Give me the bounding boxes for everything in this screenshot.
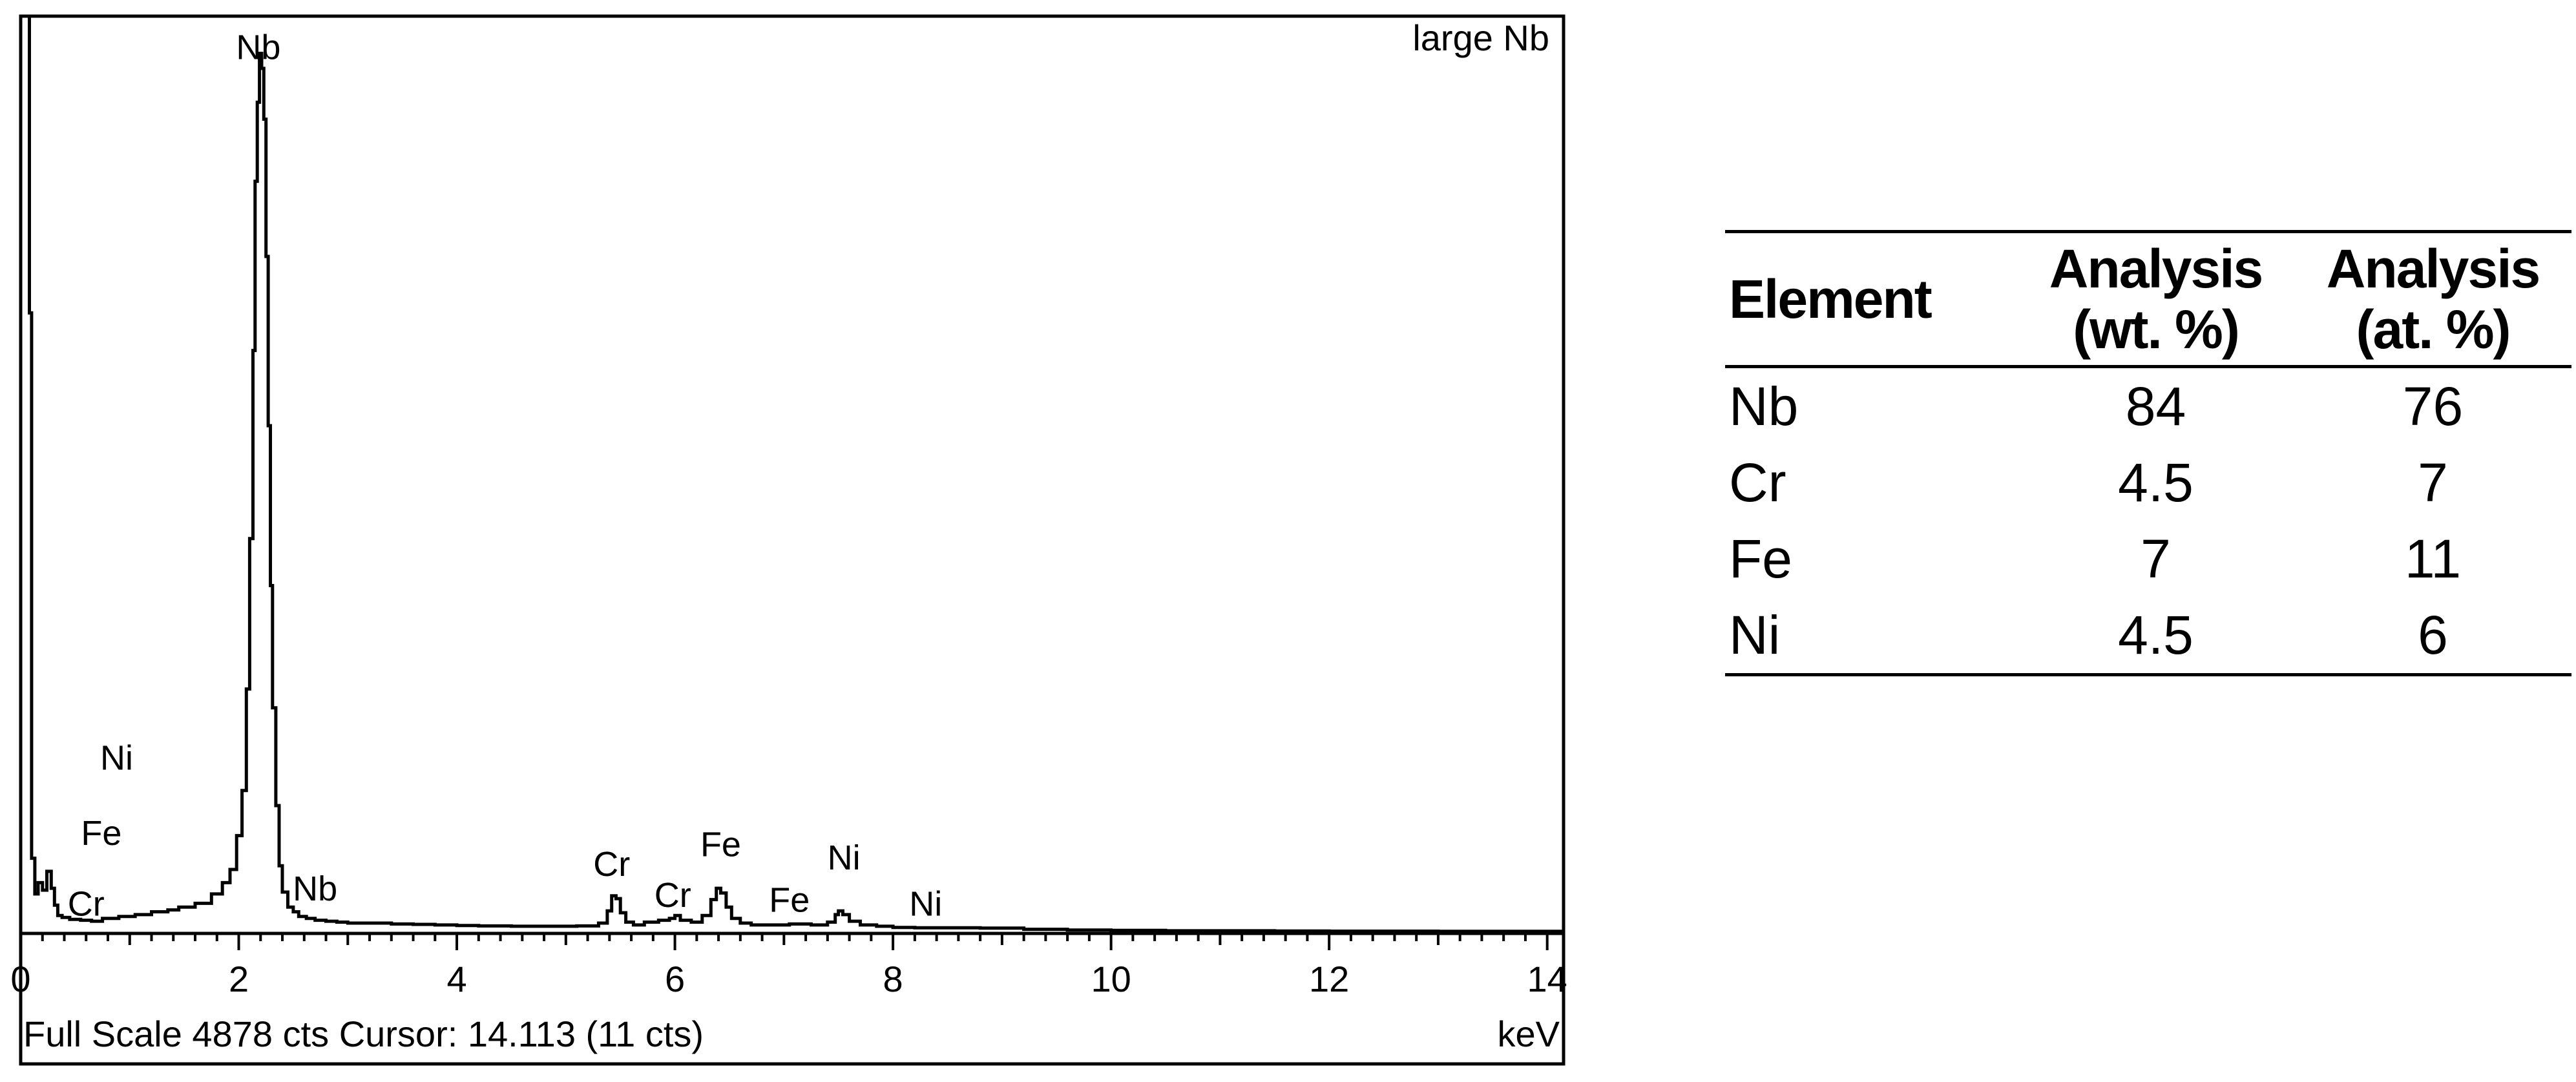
table-row: Ni 4.5 6 <box>1725 597 2571 675</box>
cell-at: 76 <box>2402 376 2464 437</box>
x-tick-label: 10 <box>1091 959 1131 999</box>
cell-element: Fe <box>1729 528 1793 589</box>
x-tick-label: 4 <box>446 959 466 999</box>
peak-label: Ni <box>909 884 942 923</box>
table-header-row: Element Analysis (wt. %) Analysis (at. %… <box>1725 231 2571 367</box>
cell-at: 7 <box>2418 452 2448 513</box>
table-row: Cr 4.5 7 <box>1725 444 2571 521</box>
cell-element: Cr <box>1729 452 1786 513</box>
x-axis-tick-labels: 0 2 4 6 8 10 12 14 <box>10 959 1567 999</box>
peak-label: Nb <box>236 28 280 67</box>
peak-label: Fe <box>769 881 810 920</box>
x-axis-unit-label: keV <box>1498 1014 1560 1054</box>
composition-table: Element Analysis (wt. %) Analysis (at. %… <box>1725 230 2571 676</box>
x-tick-label: 2 <box>229 959 249 999</box>
x-axis-ticks <box>19 933 1549 950</box>
peak-label: Cr <box>593 845 630 884</box>
chart-frame <box>19 14 1565 1066</box>
header-element: Element <box>1729 269 1932 329</box>
cell-wt: 4.5 <box>2118 605 2194 665</box>
cell-at: 11 <box>2404 528 2462 589</box>
cell-wt: 84 <box>2125 376 2186 437</box>
table-row: Nb 84 76 <box>1725 367 2571 445</box>
header-at-line2: (at. %) <box>2356 299 2511 360</box>
x-tick-label: 8 <box>883 959 903 999</box>
eds-spectrum-panel: 0 2 4 6 8 10 12 14 Nb Ni Fe Cr Nb Cr Cr Fe Fe Ni Ni large… <box>10 14 1567 1066</box>
header-wt-line2: (wt. %) <box>2073 299 2240 360</box>
header-at-percent: Analysis (at. %) <box>2294 232 2571 367</box>
header-at-line1: Analysis <box>2326 238 2541 299</box>
peak-label: Cr <box>654 876 691 915</box>
cell-wt: 4.5 <box>2118 452 2194 513</box>
cell-at: 6 <box>2418 605 2448 665</box>
x-tick-label: 6 <box>665 959 685 999</box>
x-tick-label: 12 <box>1309 959 1349 999</box>
status-text: Full Scale 4878 cts Cursor: 14.113 (11 c… <box>23 1014 704 1054</box>
peak-label: Nb <box>293 869 337 908</box>
header-wt-line1: Analysis <box>2049 238 2264 299</box>
cell-wt: 7 <box>2141 528 2171 589</box>
peak-label: Fe <box>700 826 741 864</box>
peak-label: Cr <box>68 884 105 923</box>
table-row: Fe 7 11 <box>1725 521 2571 597</box>
cell-element: Ni <box>1729 605 1781 665</box>
x-tick-label: 0 <box>10 959 30 999</box>
composition-table-panel: Element Analysis (wt. %) Analysis (at. %… <box>1725 230 2576 676</box>
cell-element: Nb <box>1729 376 1799 437</box>
peak-label: Fe <box>81 814 121 853</box>
peak-label: Ni <box>828 838 861 877</box>
spectrum-series-line <box>21 16 1564 933</box>
header-wt-percent: Analysis (wt. %) <box>2017 232 2294 367</box>
x-tick-label: 14 <box>1527 959 1567 999</box>
peak-label: Ni <box>100 739 133 778</box>
chart-title: large Nb <box>1412 17 1549 58</box>
